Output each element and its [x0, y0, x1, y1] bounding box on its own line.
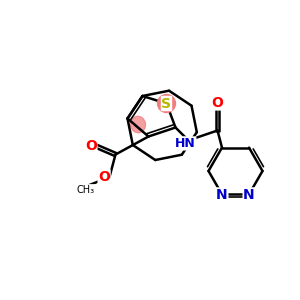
Ellipse shape	[130, 116, 146, 133]
Circle shape	[158, 94, 175, 112]
Text: S: S	[161, 97, 172, 110]
Text: HN: HN	[175, 137, 196, 150]
Text: O: O	[85, 139, 97, 152]
Text: CH₃: CH₃	[76, 184, 94, 195]
Text: O: O	[212, 96, 224, 110]
Text: N: N	[243, 188, 255, 202]
Text: N: N	[216, 188, 228, 202]
Text: O: O	[98, 170, 110, 184]
